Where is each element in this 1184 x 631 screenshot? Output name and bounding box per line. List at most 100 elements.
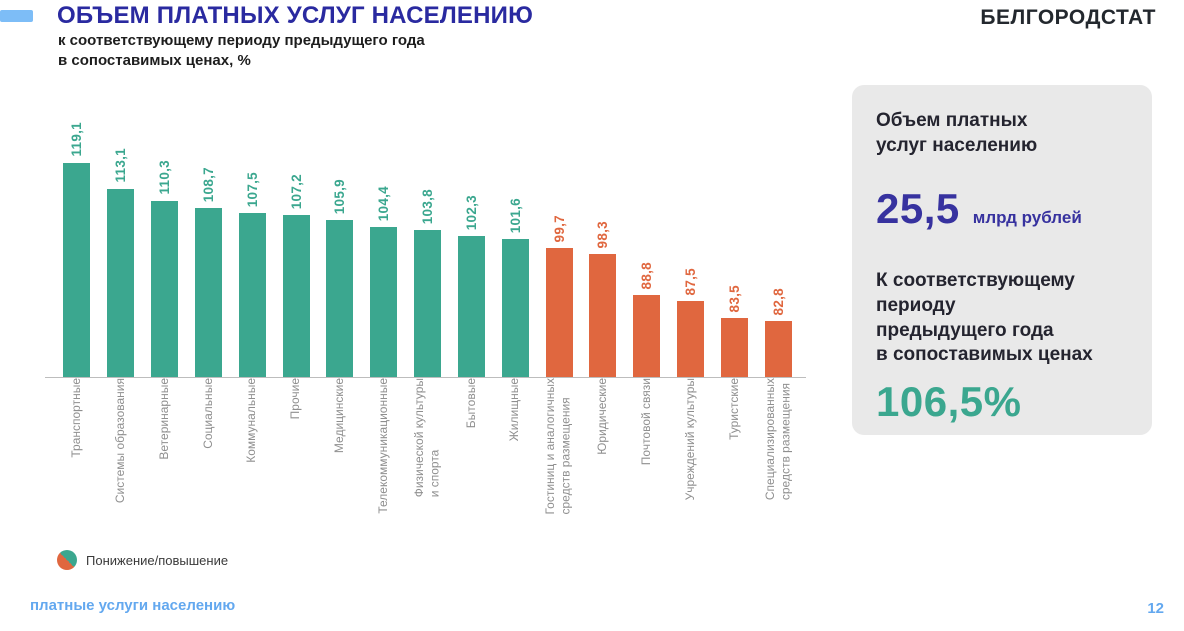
category-label-cell: Туристские bbox=[712, 378, 756, 440]
footer-section-label: платные услуги населению bbox=[30, 597, 236, 614]
card-total-unit: млрд рублей bbox=[972, 208, 1082, 228]
bar bbox=[151, 201, 179, 377]
category-labels-row: Транспортные Системы образования Ветеринар… bbox=[55, 378, 800, 550]
category-label: Коммунальные bbox=[244, 378, 259, 463]
category-label: Почтовой связи bbox=[638, 378, 653, 466]
bar-column: 88,8 bbox=[625, 262, 669, 377]
chart-legend: Понижение/повышение bbox=[57, 550, 228, 570]
summary-card: Объем платных услуг населению 25,5 млрд … bbox=[852, 85, 1152, 435]
bar-column: 99,7 bbox=[537, 215, 581, 377]
category-label: Специализированных средств размещения bbox=[762, 378, 793, 501]
bar-column: 113,1 bbox=[99, 148, 143, 377]
bar-column: 119,1 bbox=[55, 122, 99, 377]
category-label-cell: Системы образования bbox=[99, 378, 143, 503]
bar bbox=[545, 248, 573, 377]
category-label: Ветеринарные bbox=[156, 378, 171, 460]
bar bbox=[633, 295, 661, 377]
category-label-cell: Почтовой связи bbox=[625, 378, 669, 465]
bar-column: 110,3 bbox=[143, 160, 187, 377]
page-subtitle: к соответствующему периоду предыдущего г… bbox=[58, 31, 425, 71]
category-label: Бытовые bbox=[463, 378, 478, 429]
bar bbox=[589, 254, 617, 377]
bar bbox=[282, 215, 310, 377]
category-label: Физической культуры и спорта bbox=[411, 378, 442, 498]
legend-label: Понижение/повышение bbox=[86, 552, 229, 568]
category-label-cell: Учреждений культуры bbox=[669, 378, 713, 500]
category-label-cell: Ветеринарные bbox=[143, 378, 187, 460]
category-label: Системы образования bbox=[112, 378, 127, 504]
category-label-cell: Телекоммуникационные bbox=[362, 378, 406, 514]
header-dash bbox=[0, 10, 33, 22]
category-label-cell: Физической культуры и спорта bbox=[406, 378, 450, 497]
category-label: Жилищные bbox=[507, 378, 522, 442]
bar-value-label: 108,7 bbox=[200, 166, 216, 202]
category-label: Туристские bbox=[726, 378, 741, 440]
card-value-row: 25,5 млрд рублей bbox=[876, 185, 1128, 233]
card-title: Объем платных услуг населению bbox=[876, 110, 1038, 156]
card-subtitle: К соответствующему периоду предыдущего г… bbox=[876, 270, 1093, 366]
bar bbox=[414, 230, 442, 377]
bar-value-label: 101,6 bbox=[507, 197, 523, 233]
bar-column: 108,7 bbox=[186, 167, 230, 377]
bar-value-label: 83,5 bbox=[726, 284, 742, 312]
bar-column: 105,9 bbox=[318, 179, 362, 377]
category-label-cell: Медицинские bbox=[318, 378, 362, 453]
bar-value-label: 82,8 bbox=[770, 287, 786, 315]
bar bbox=[326, 220, 354, 377]
category-label-cell: Юридические bbox=[581, 378, 625, 455]
card-total-value: 25,5 bbox=[876, 185, 960, 233]
category-label: Телекоммуникационные bbox=[375, 378, 390, 514]
bar bbox=[370, 227, 398, 377]
bars-row: 119,1 113,1 110,3 108,7 107,5 107,2 105,9 104,4… bbox=[55, 119, 800, 377]
bar bbox=[238, 213, 266, 377]
category-label-cell: Прочие bbox=[274, 378, 318, 419]
subtitle-line-1: к соответствующему периоду предыдущего г… bbox=[58, 32, 425, 49]
category-label: Социальные bbox=[200, 378, 215, 449]
bar-value-label: 88,8 bbox=[639, 261, 655, 289]
bar-value-label: 104,4 bbox=[376, 185, 392, 221]
bar-column: 107,5 bbox=[230, 172, 274, 377]
bar-value-label: 107,2 bbox=[288, 173, 304, 209]
bar-column: 101,6 bbox=[493, 198, 537, 377]
bar-value-label: 103,8 bbox=[420, 188, 436, 224]
category-label-cell: Социальные bbox=[186, 378, 230, 449]
bar bbox=[501, 239, 529, 377]
category-label: Прочие bbox=[288, 378, 303, 420]
bar-value-label: 98,3 bbox=[595, 220, 611, 248]
page-number: 12 bbox=[1147, 600, 1164, 617]
bar-column: 104,4 bbox=[362, 186, 406, 377]
category-label: Транспортные bbox=[69, 378, 84, 458]
bar bbox=[194, 208, 222, 377]
category-label-cell: Коммунальные bbox=[230, 378, 274, 463]
bar-value-label: 119,1 bbox=[69, 122, 85, 157]
bar-column: 82,8 bbox=[756, 288, 800, 377]
bar-column: 102,3 bbox=[449, 195, 493, 377]
category-label: Учреждений культуры bbox=[682, 378, 697, 501]
bar-column: 107,2 bbox=[274, 174, 318, 377]
bar bbox=[457, 236, 485, 377]
bar bbox=[720, 318, 748, 377]
category-label-cell: Бытовые bbox=[449, 378, 493, 428]
bar bbox=[63, 163, 91, 377]
bar-value-label: 110,3 bbox=[157, 160, 173, 195]
subtitle-line-2: в сопоставимых ценах, % bbox=[58, 52, 251, 69]
page-title: ОБЪЕМ ПЛАТНЫХ УСЛУГ НАСЕЛЕНИЮ bbox=[57, 2, 534, 29]
category-label: Юридические bbox=[595, 378, 610, 455]
category-label-cell: Гостиниц и аналогичных средств размещени… bbox=[537, 378, 581, 515]
bar-chart: 119,1 113,1 110,3 108,7 107,5 107,2 105,9 104,4… bbox=[45, 119, 806, 550]
bar-column: 83,5 bbox=[712, 285, 756, 377]
category-label-cell: Жилищные bbox=[493, 378, 537, 441]
bar-value-label: 87,5 bbox=[683, 267, 698, 295]
bar-column: 87,5 bbox=[669, 268, 713, 377]
bar-value-label: 113,1 bbox=[113, 148, 129, 183]
category-label-cell: Транспортные bbox=[55, 378, 99, 458]
bar bbox=[764, 321, 792, 377]
bar-value-label: 99,7 bbox=[551, 214, 567, 242]
bar-value-label: 102,3 bbox=[463, 194, 479, 230]
bar-value-label: 107,5 bbox=[244, 171, 260, 207]
legend-marker-icon bbox=[57, 550, 77, 570]
bar-value-label: 105,9 bbox=[332, 178, 348, 214]
card-percent-value: 106,5% bbox=[876, 378, 1022, 426]
category-label: Медицинские bbox=[332, 378, 347, 454]
